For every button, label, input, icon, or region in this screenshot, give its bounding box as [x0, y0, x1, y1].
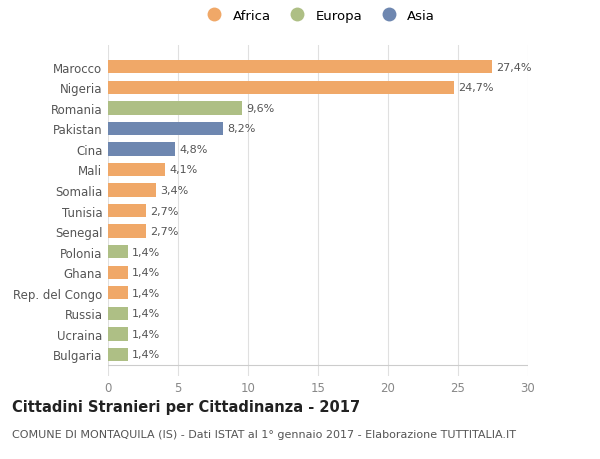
Text: 1,4%: 1,4% — [132, 288, 160, 298]
Bar — [108, 102, 242, 115]
Bar — [108, 61, 491, 74]
Text: 2,7%: 2,7% — [150, 227, 178, 237]
Bar — [108, 348, 128, 361]
Legend: Africa, Europa, Asia: Africa, Europa, Asia — [201, 10, 435, 22]
Text: 4,8%: 4,8% — [179, 145, 208, 155]
Bar — [108, 307, 128, 320]
Text: 1,4%: 1,4% — [132, 309, 160, 319]
Bar — [108, 123, 223, 136]
Bar — [108, 328, 128, 341]
Text: 24,7%: 24,7% — [458, 83, 493, 93]
Text: 27,4%: 27,4% — [496, 62, 532, 73]
Text: 2,7%: 2,7% — [150, 206, 178, 216]
Text: 1,4%: 1,4% — [132, 247, 160, 257]
Text: 1,4%: 1,4% — [132, 329, 160, 339]
Bar — [108, 266, 128, 280]
Bar — [108, 81, 454, 95]
Text: 4,1%: 4,1% — [170, 165, 198, 175]
Bar — [108, 286, 128, 300]
Bar — [108, 163, 166, 177]
Text: 8,2%: 8,2% — [227, 124, 256, 134]
Text: 1,4%: 1,4% — [132, 268, 160, 278]
Bar — [108, 246, 128, 259]
Text: Cittadini Stranieri per Cittadinanza - 2017: Cittadini Stranieri per Cittadinanza - 2… — [12, 399, 360, 414]
Text: 1,4%: 1,4% — [132, 350, 160, 360]
Text: COMUNE DI MONTAQUILA (IS) - Dati ISTAT al 1° gennaio 2017 - Elaborazione TUTTITA: COMUNE DI MONTAQUILA (IS) - Dati ISTAT a… — [12, 429, 516, 439]
Bar — [108, 225, 146, 238]
Bar — [108, 204, 146, 218]
Text: 9,6%: 9,6% — [247, 104, 275, 113]
Bar — [108, 143, 175, 156]
Text: 3,4%: 3,4% — [160, 185, 188, 196]
Bar — [108, 184, 155, 197]
